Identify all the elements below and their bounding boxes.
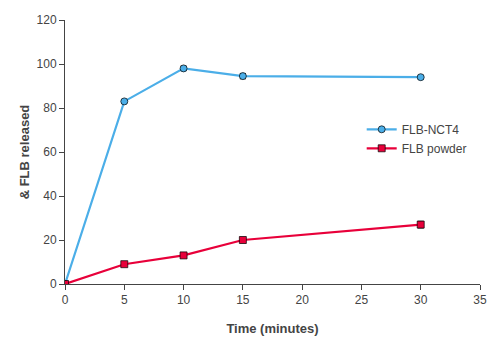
svg-text:60: 60 [43, 145, 57, 159]
svg-text:30: 30 [414, 293, 428, 307]
svg-text:20: 20 [295, 293, 309, 307]
svg-text:25: 25 [355, 293, 369, 307]
svg-text:Time (minutes): Time (minutes) [226, 321, 318, 336]
svg-text:20: 20 [43, 233, 57, 247]
svg-text:100: 100 [37, 57, 57, 71]
svg-text:10: 10 [177, 293, 191, 307]
svg-text:FLB-NCT4: FLB-NCT4 [402, 123, 460, 137]
svg-text:5: 5 [121, 293, 128, 307]
svg-text:80: 80 [43, 101, 57, 115]
svg-text:0: 0 [50, 277, 57, 291]
svg-text:15: 15 [236, 293, 250, 307]
svg-text:120: 120 [37, 13, 57, 27]
svg-text:& FLB released: & FLB released [17, 105, 32, 200]
svg-text:35: 35 [473, 293, 487, 307]
svg-text:0: 0 [62, 293, 69, 307]
svg-text:40: 40 [43, 189, 57, 203]
svg-text:FLB powder: FLB powder [402, 142, 467, 156]
